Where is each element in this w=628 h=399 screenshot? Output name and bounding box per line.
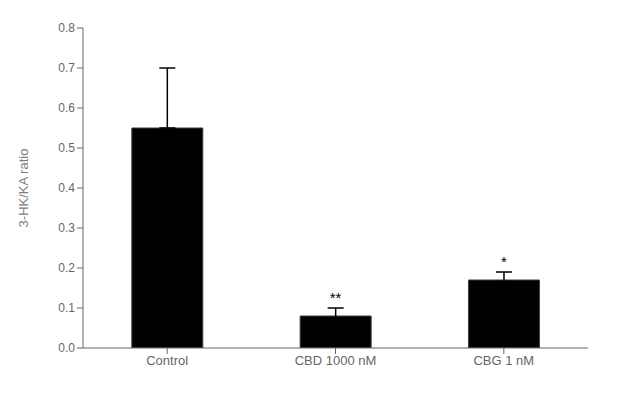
svg-text:CBG 1 nM: CBG 1 nM	[473, 353, 534, 368]
svg-text:3-HK/KA ratio: 3-HK/KA ratio	[16, 149, 31, 228]
svg-text:Control: Control	[146, 353, 188, 368]
svg-text:0.7: 0.7	[58, 61, 75, 75]
svg-text:0.2: 0.2	[58, 261, 75, 275]
svg-text:CBD 1000 nM: CBD 1000 nM	[295, 353, 377, 368]
svg-text:0.8: 0.8	[58, 21, 75, 35]
svg-text:0.5: 0.5	[58, 141, 75, 155]
svg-text:*: *	[501, 253, 507, 270]
svg-text:0.3: 0.3	[58, 221, 75, 235]
svg-text:**: **	[330, 289, 342, 306]
svg-text:0.4: 0.4	[58, 181, 75, 195]
svg-text:0.0: 0.0	[58, 341, 75, 355]
svg-text:0.6: 0.6	[58, 101, 75, 115]
svg-text:0.1: 0.1	[58, 301, 75, 315]
